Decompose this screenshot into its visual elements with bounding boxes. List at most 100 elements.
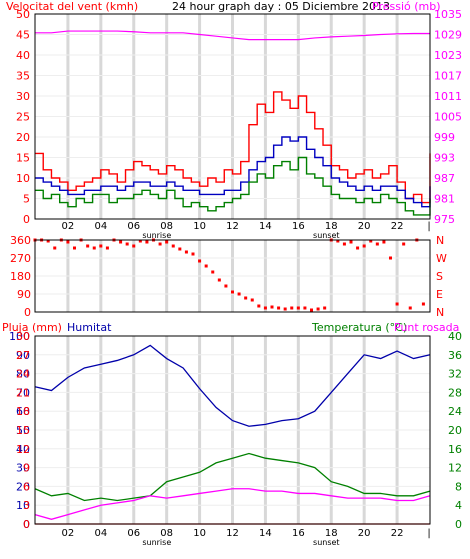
wind-direction-point [86, 244, 90, 248]
humidity-tick-label: 60 [16, 405, 30, 418]
wind-direction-point [257, 304, 261, 308]
temperature-tick-label: 12 [448, 462, 462, 475]
humidity-panel-hour-tick-label: 22 [391, 528, 404, 539]
humidity-title: Humitat [67, 321, 112, 334]
pressure-tick-label: 1029 [434, 29, 462, 42]
wind-direction-point [336, 239, 340, 243]
pressure-tick-label: 999 [434, 131, 455, 144]
wind-direction-point [184, 250, 188, 254]
rain-tick-label: 12 [16, 443, 30, 456]
direction-compass-tick-label: N [436, 306, 444, 319]
wind-series-line [35, 136, 431, 208]
pressure-tick-label: 1011 [434, 90, 462, 103]
pressure-tick-label: 975 [434, 213, 455, 226]
rain-tick-label: 6 [23, 480, 30, 493]
temperature-tick-label: 24 [448, 405, 462, 418]
humidity-panel-end-tick-mark: | [427, 528, 430, 539]
direction-degree-tick-label: 270 [10, 252, 31, 265]
wind-direction-point [119, 240, 123, 244]
humidity-panel-hour-tick-label: 16 [292, 528, 305, 539]
humidity-tick-label: 40 [16, 443, 30, 456]
humidity-tick-label: 50 [16, 424, 30, 437]
panel-frame-3 [34, 335, 431, 525]
temperature-tick-label: 4 [455, 499, 462, 512]
wind-direction-point [362, 244, 366, 248]
panel-frame-2 [34, 239, 431, 313]
rain-tick-label: 9 [23, 462, 30, 475]
wind-speed-tick-label: 50 [16, 8, 30, 21]
wind-panel-end-tick-mark: | [427, 221, 430, 232]
rain-tick-label: 27 [16, 349, 30, 362]
wind-panel-sunset-label: sunset [313, 231, 340, 240]
pressure-tick-label: 1035 [434, 8, 462, 21]
temperature-tick-label: 36 [448, 349, 462, 362]
direction-compass-tick-label: E [436, 288, 443, 301]
temperature-tick-label: 0 [455, 518, 462, 531]
wind-direction-point [171, 244, 175, 248]
humidity-tick-label: 10 [16, 499, 30, 512]
panel-frame-1 [34, 13, 431, 220]
wind-speed-tick-label: 10 [16, 172, 30, 185]
humidity-tick-label: 0 [23, 518, 30, 531]
humidity-tick-label: 70 [16, 386, 30, 399]
wind-direction-point [231, 290, 234, 294]
direction-compass-tick-label: W [436, 252, 447, 265]
humidity-panel-hour-tick-label: 08 [160, 528, 173, 539]
wind-direction-point [165, 240, 169, 244]
grid-layer [35, 14, 430, 524]
wind-direction-point [158, 242, 162, 246]
wind-speed-tick-label: 15 [16, 152, 30, 165]
wind-direction-point [375, 242, 379, 246]
wind-direction-point [349, 240, 353, 244]
humidity-tick-label: 20 [16, 480, 30, 493]
wind-direction-point [132, 244, 136, 248]
wind-panel-hour-tick-label: 20 [358, 221, 371, 232]
rain-tick-label: 3 [23, 499, 30, 512]
gust-series-line [35, 91, 431, 204]
humidity-panel-hour-tick-label: 06 [127, 528, 140, 539]
wind-direction-point [389, 256, 392, 260]
wind-speed-tick-label: 25 [16, 111, 30, 124]
pressure-title: Pressió (mb) [372, 0, 441, 13]
wind-direction-point [290, 306, 294, 310]
humidity-panel-hour-tick-label: 20 [358, 528, 371, 539]
temperature-tick-label: 28 [448, 386, 462, 399]
wind-speed-tick-label: 40 [16, 49, 30, 62]
wind-panel-hour-tick-label: 12 [226, 221, 239, 232]
temperature-series-line [34, 452, 431, 502]
humidity-panel-hour-tick-label: 12 [226, 528, 239, 539]
wind-direction-point [198, 259, 202, 263]
labels-layer: 5045403530252015105010351029102310171011… [9, 8, 462, 547]
wind-direction-point [178, 247, 182, 251]
rain-tick-label: 15 [16, 424, 30, 437]
wind-direction-point [303, 306, 307, 310]
humidity-panel-sunrise-label: sunrise [142, 538, 171, 547]
wind-direction-point [283, 307, 287, 311]
pressure-tick-label: 1005 [434, 111, 462, 124]
frames-layer [34, 13, 431, 525]
humidity-tick-label: 30 [16, 462, 30, 475]
wind-direction-point [296, 306, 300, 310]
humidity-tick-label: 80 [16, 368, 30, 381]
wind-direction-point [263, 306, 267, 310]
direction-degree-tick-label: 0 [24, 306, 31, 319]
wind-speed-title: Velocitat del vent (kmh) [6, 0, 138, 13]
wind-direction-point [316, 307, 320, 311]
wind-speed-tick-label: 35 [16, 70, 30, 83]
wind-direction-point [250, 298, 254, 302]
wind-panel-hour-tick-label: 06 [127, 221, 140, 232]
wind-direction-point [421, 302, 425, 306]
wind-direction-point [402, 242, 406, 246]
humidity-series-line [34, 344, 431, 427]
graph-date-title: 24 hour graph day : 05 Diciembre 2013 [172, 0, 390, 13]
wind-speed-tick-label: 5 [23, 193, 30, 206]
pressure-tick-label: 1023 [434, 49, 462, 62]
wind-direction-point [270, 305, 274, 309]
rain-tick-label: 24 [16, 368, 30, 381]
pressure-series-line [35, 30, 430, 41]
wind-direction-point [53, 246, 57, 250]
temperature-tick-label: 20 [448, 424, 462, 437]
wind-direction-point [66, 240, 70, 244]
